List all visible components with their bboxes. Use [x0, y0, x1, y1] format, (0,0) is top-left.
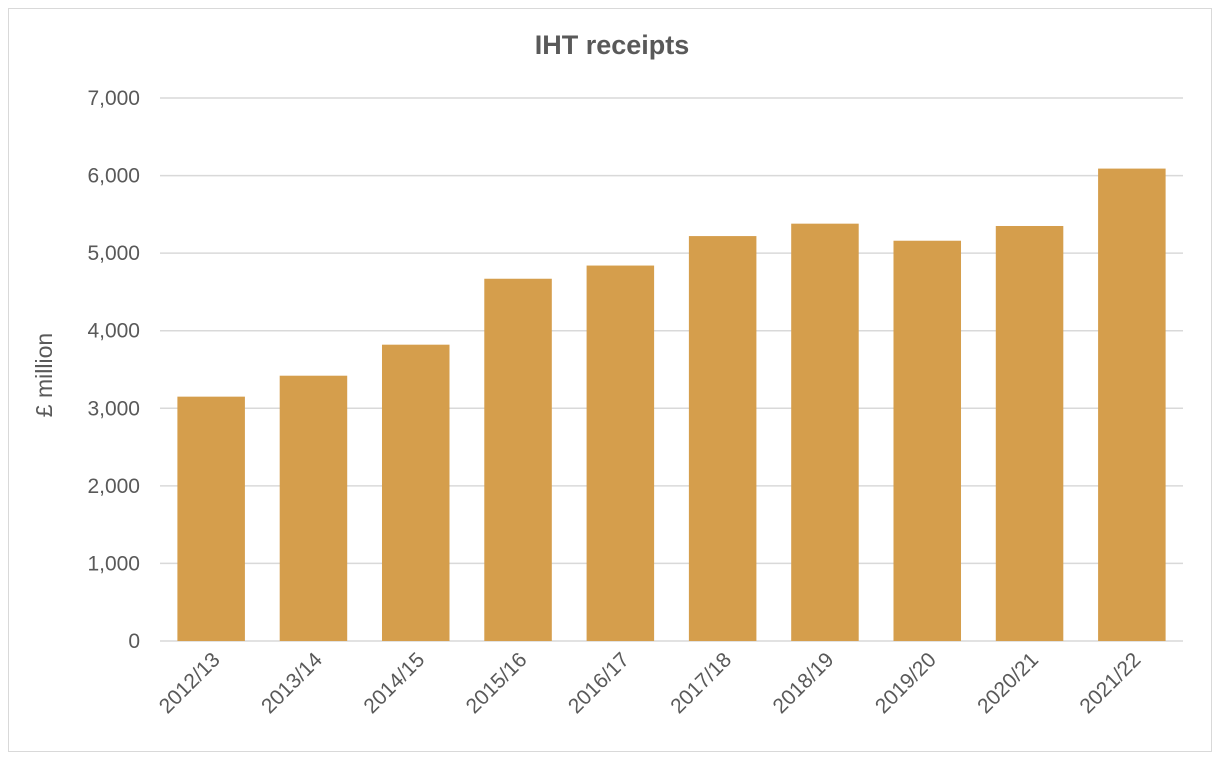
bar-2020-21	[995, 225, 1064, 641]
y-tick-label: 2,000	[87, 475, 140, 498]
bar-2016-17	[586, 265, 655, 641]
bar-2015-16	[484, 278, 552, 641]
x-tick-label: 2013/14	[257, 648, 327, 718]
bar-2017-18	[688, 236, 757, 641]
bar-2021-22	[1098, 168, 1166, 641]
y-tick-label: 4,000	[87, 320, 140, 343]
y-tick-label: 0	[128, 630, 140, 653]
bars	[177, 168, 1166, 641]
bar-2019-20	[893, 240, 962, 641]
y-axis-label: £ million	[31, 333, 57, 417]
bar-2018-19	[791, 223, 859, 641]
y-tick-label: 6,000	[87, 165, 140, 188]
y-axis-ticks: 0 1,000 2,000 3,000 4,000 5,000 6,000 7,000	[87, 87, 140, 653]
x-tick-label: 2019/20	[871, 648, 941, 718]
y-tick-label: 5,000	[87, 242, 140, 265]
x-tick-label: 2014/15	[359, 648, 429, 718]
x-tick-label: 2015/16	[462, 648, 532, 718]
y-tick-label: 7,000	[87, 87, 140, 110]
bar-2012-13	[177, 396, 245, 641]
x-tick-label: 2016/17	[564, 648, 634, 718]
bar-2014-15	[381, 344, 450, 641]
x-tick-label: 2017/18	[666, 648, 736, 718]
bar-2013-14	[279, 375, 348, 641]
chart-title: IHT receipts	[534, 30, 690, 60]
x-tick-label: 2021/22	[1075, 648, 1145, 718]
y-tick-label: 3,000	[87, 397, 140, 420]
y-tick-label: 1,000	[87, 552, 140, 575]
x-axis-labels: 2012/13 2013/14 2014/15 2015/16 2016/17 2017/…	[155, 648, 1146, 718]
x-tick-label: 2018/19	[769, 648, 839, 718]
x-tick-label: 2020/21	[973, 648, 1043, 718]
x-tick-label: 2012/13	[155, 648, 225, 718]
